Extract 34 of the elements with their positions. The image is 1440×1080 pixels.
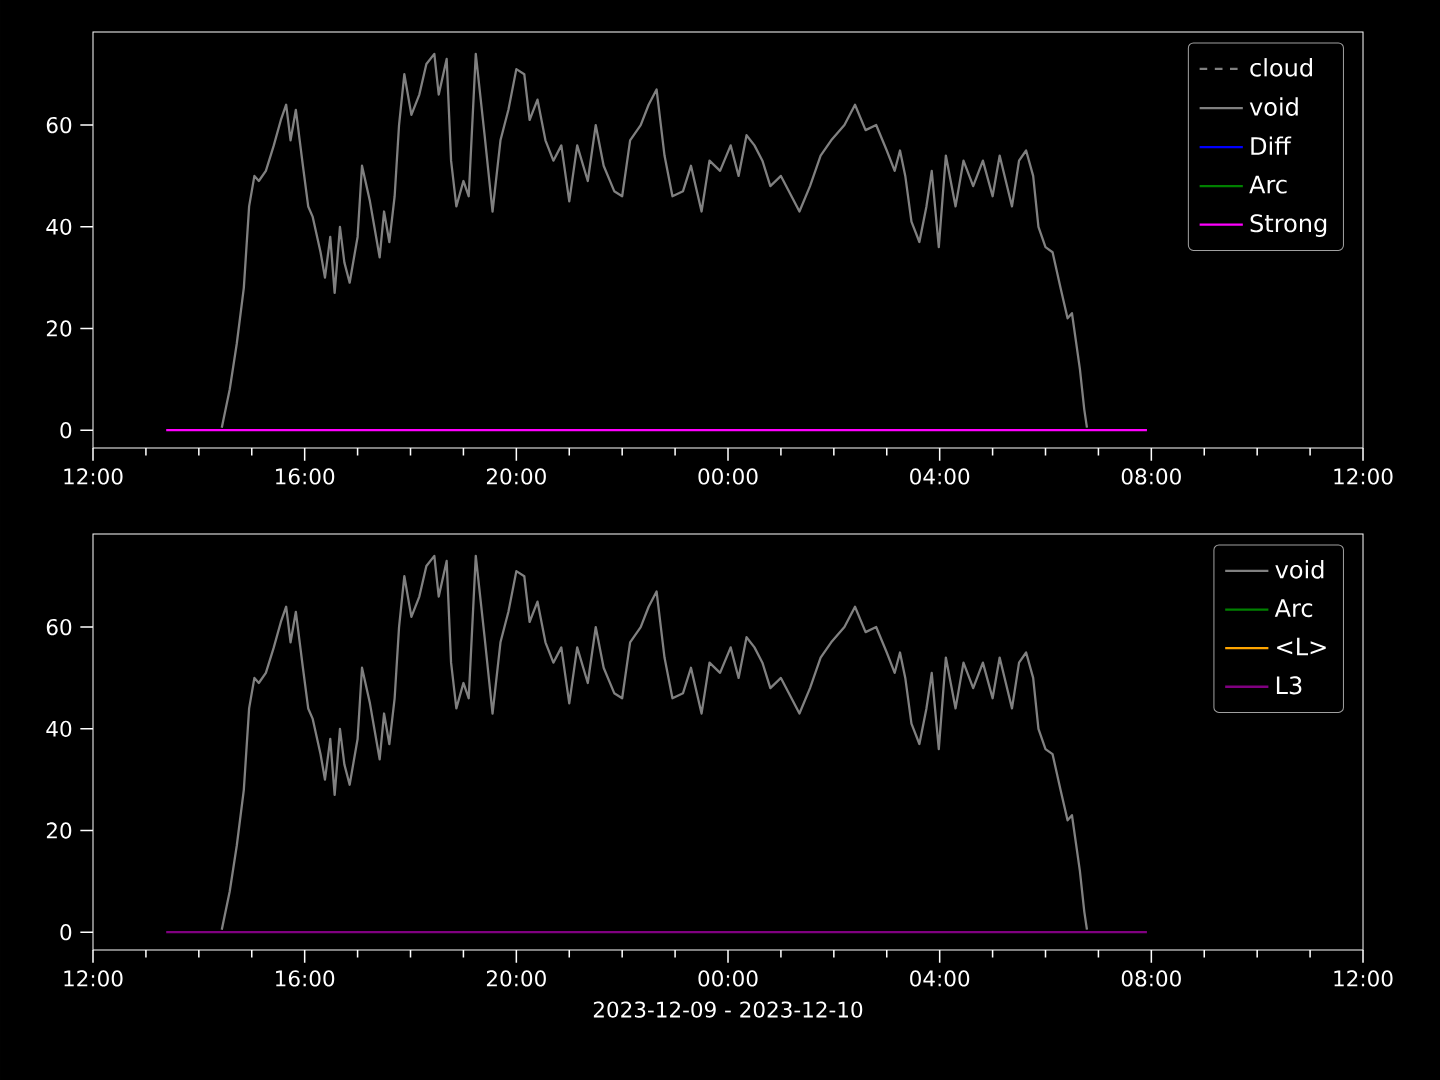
line-series [220, 52, 1089, 429]
legend-label: void [1249, 97, 1298, 116]
y-tick-label: 20 [46, 822, 72, 839]
legend-label: void [1275, 560, 1324, 579]
x-tick-label: 16:00 [276, 468, 335, 485]
x-tick-label: 08:00 [1121, 970, 1181, 987]
legend-label: Arc [1274, 599, 1313, 618]
y-tick-label: 0 [60, 422, 72, 439]
y-tick-label: 40 [46, 218, 72, 235]
x-tick-label: 12:00 [1334, 468, 1393, 485]
y-tick-label: 0 [60, 924, 72, 941]
x-tick-label: 16:00 [276, 970, 335, 987]
y-tick-label: 60 [46, 116, 72, 134]
legend-label: Arc [1249, 175, 1287, 194]
line-series [220, 554, 1089, 931]
x-tick-label: 04:00 [910, 468, 970, 485]
x-tick-label: 00:00 [698, 468, 758, 485]
legend-label: Strong [1250, 214, 1327, 237]
x-tick-label: 20:00 [486, 970, 546, 987]
y-tick-label: 40 [46, 720, 72, 737]
x-tick-label: 00:00 [698, 970, 758, 987]
legend-label: <L> [1277, 637, 1326, 656]
x-tick-label: 20:00 [486, 468, 546, 485]
y-tick-label: 20 [46, 320, 72, 337]
legend-label: Diff [1251, 136, 1292, 155]
x-tick-label: 08:00 [1121, 468, 1181, 485]
x-tick-label: 12:00 [1334, 970, 1393, 987]
x-tick-label: 04:00 [910, 970, 970, 987]
x-tick-label: 12:00 [64, 468, 123, 485]
legend-label: cloud [1250, 58, 1312, 77]
y-tick-label: 60 [46, 618, 72, 636]
x-axis-title: 2023-12-09 - 2023-12-10 [593, 1001, 863, 1018]
x-tick-label: 12:00 [64, 970, 123, 987]
legend-label: L3 [1276, 676, 1302, 695]
